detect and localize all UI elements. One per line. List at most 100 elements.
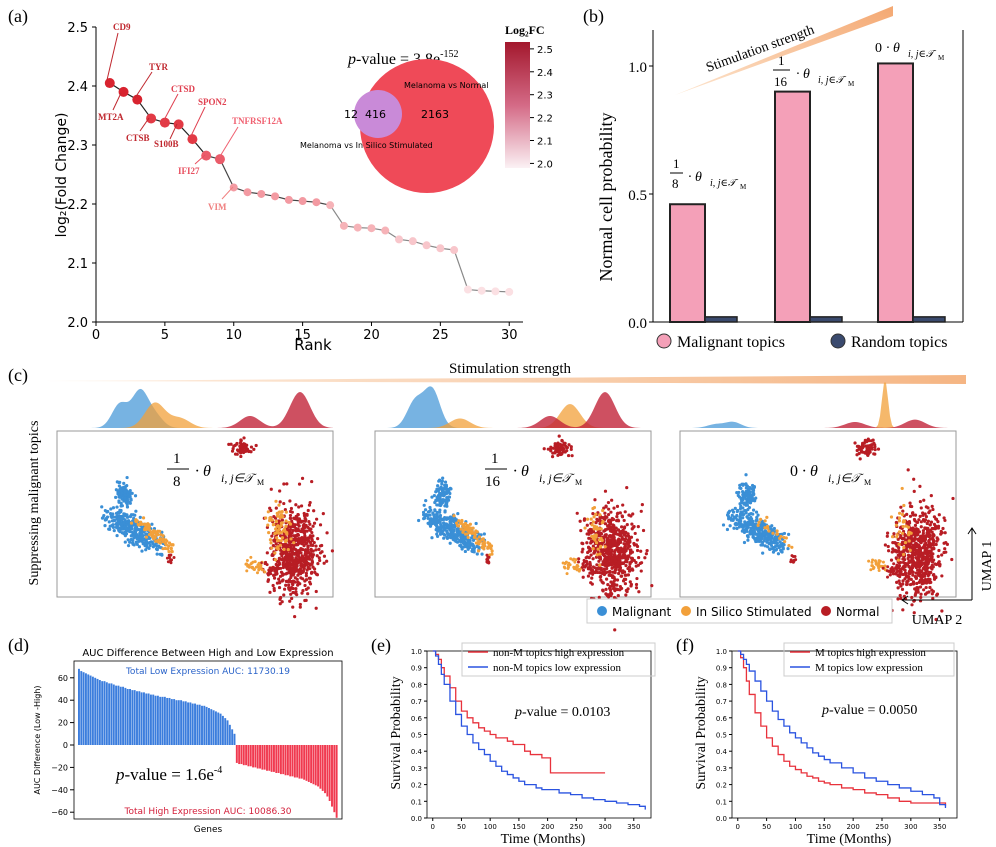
c-cell (751, 488, 756, 492)
c-cell (593, 498, 597, 502)
c-cell (317, 547, 321, 552)
km-y-tick-label: 0.5 (716, 732, 727, 740)
c-cell (318, 558, 322, 563)
c-cell (637, 590, 641, 594)
d-bar (166, 697, 169, 745)
a-point (284, 195, 293, 204)
c-cell (572, 567, 576, 571)
c-cell (951, 496, 955, 501)
c-cell (905, 581, 909, 585)
c-cell (435, 513, 439, 517)
c-cell (156, 533, 160, 537)
c-cell (468, 538, 472, 542)
c-cell (886, 565, 890, 569)
c-cell (752, 485, 756, 489)
d-bar (129, 689, 131, 745)
c-cell (301, 589, 305, 593)
c-cell (276, 539, 280, 543)
d-y-tick-label: −20 (51, 763, 68, 772)
c-cell (272, 538, 276, 542)
c-cell (129, 514, 133, 518)
c-cell (870, 443, 874, 447)
c-cell (114, 495, 118, 499)
c-cell (286, 579, 290, 584)
c-cell (746, 494, 750, 499)
c-cell (298, 560, 302, 564)
d-bar (161, 696, 164, 745)
c-cell (490, 549, 494, 553)
d-bar (184, 701, 187, 745)
c-cell (277, 577, 281, 581)
c-cell (878, 559, 882, 563)
c-cell (482, 547, 486, 551)
c-cell (450, 526, 454, 531)
c-cell (310, 530, 314, 535)
c-cell (293, 552, 297, 556)
km-x-tick-label: 200 (541, 823, 554, 831)
c-cell (604, 587, 608, 591)
c-cell (298, 548, 302, 552)
c-cell (423, 508, 428, 512)
c-cell (297, 482, 302, 486)
c-cell (305, 541, 309, 545)
c-annot-theta: · θ (802, 463, 818, 480)
c-cell (931, 507, 935, 512)
c-cell (131, 538, 135, 542)
km-x-tick-label: 250 (570, 823, 583, 831)
c-cell (322, 554, 327, 558)
c-cell (118, 480, 122, 485)
c-cell (901, 579, 905, 583)
c-legend-malignant: Malignant (612, 605, 672, 619)
c-cell (591, 547, 595, 551)
c-cell (549, 445, 553, 449)
c-cell (120, 531, 124, 535)
c-cell (634, 582, 639, 587)
c-cell (602, 548, 606, 552)
d-bar (277, 745, 280, 773)
d-bar (191, 703, 194, 745)
c-cell (929, 494, 933, 498)
c-cell (606, 582, 610, 587)
c-cell (121, 485, 126, 489)
c-cell (438, 491, 442, 495)
c-cell (289, 592, 293, 596)
c-cell (156, 538, 160, 543)
colorbar-tick-label: 2.0 (537, 159, 553, 170)
c-cell (616, 518, 620, 522)
c-cell (104, 516, 108, 521)
c-density-stimulated (375, 404, 651, 428)
c-cell (787, 532, 791, 536)
c-umap-panel: 1 16 · θ i, j∈𝒯 M (374, 386, 654, 632)
a-point (187, 134, 198, 145)
c-cell (307, 519, 311, 524)
c-cell (611, 570, 615, 574)
d-bar (91, 676, 94, 745)
d-bar (273, 745, 275, 772)
c-density-stimulated (680, 382, 956, 428)
c-cell (445, 489, 449, 493)
c-cell (245, 569, 249, 573)
c-cell (283, 508, 287, 512)
c-cell (742, 540, 747, 545)
b-stimulation-wedge (675, 6, 893, 95)
km-y-tick-label: 0.2 (411, 782, 422, 790)
c-cell (585, 541, 589, 545)
panel-c: (c) Stimulation strength Suppressing mal… (8, 361, 995, 632)
c-cell (899, 570, 903, 574)
a-y-tick-label: 2.5 (67, 21, 88, 36)
gene-label-vim: VIM (208, 202, 227, 212)
d-bar (80, 671, 83, 745)
c-cell (249, 445, 254, 449)
c-cell (312, 509, 316, 513)
c-cell (562, 447, 566, 451)
c-cell (745, 525, 749, 530)
c-cell (932, 522, 937, 526)
c-cell (109, 507, 113, 511)
c-cell (290, 519, 294, 523)
c-cell (117, 521, 121, 525)
c-cell (274, 527, 278, 531)
d-bar (163, 696, 166, 745)
c-cell (285, 532, 289, 536)
panel-a: (a) 2.0 2.1 2.2 2.3 2.4 2.5 0 5 10 15 20 25 30 Rank… (8, 6, 553, 354)
c-cell (134, 540, 138, 544)
